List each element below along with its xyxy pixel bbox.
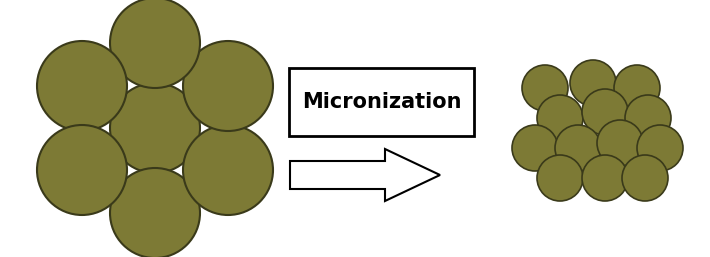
Circle shape <box>110 0 200 88</box>
Circle shape <box>522 65 568 111</box>
Circle shape <box>183 125 273 215</box>
Circle shape <box>110 83 200 173</box>
Circle shape <box>537 155 583 201</box>
Circle shape <box>110 168 200 257</box>
Circle shape <box>512 125 558 171</box>
Text: Micronization: Micronization <box>302 92 462 112</box>
Circle shape <box>37 41 127 131</box>
Polygon shape <box>290 149 440 201</box>
Circle shape <box>537 95 583 141</box>
Circle shape <box>570 60 616 106</box>
Circle shape <box>582 155 628 201</box>
Circle shape <box>637 125 683 171</box>
Circle shape <box>614 65 660 111</box>
Circle shape <box>555 125 601 171</box>
Circle shape <box>597 120 643 166</box>
Circle shape <box>37 125 127 215</box>
Circle shape <box>622 155 668 201</box>
Circle shape <box>183 41 273 131</box>
Circle shape <box>582 89 628 135</box>
Circle shape <box>625 95 671 141</box>
Bar <box>289 68 474 136</box>
